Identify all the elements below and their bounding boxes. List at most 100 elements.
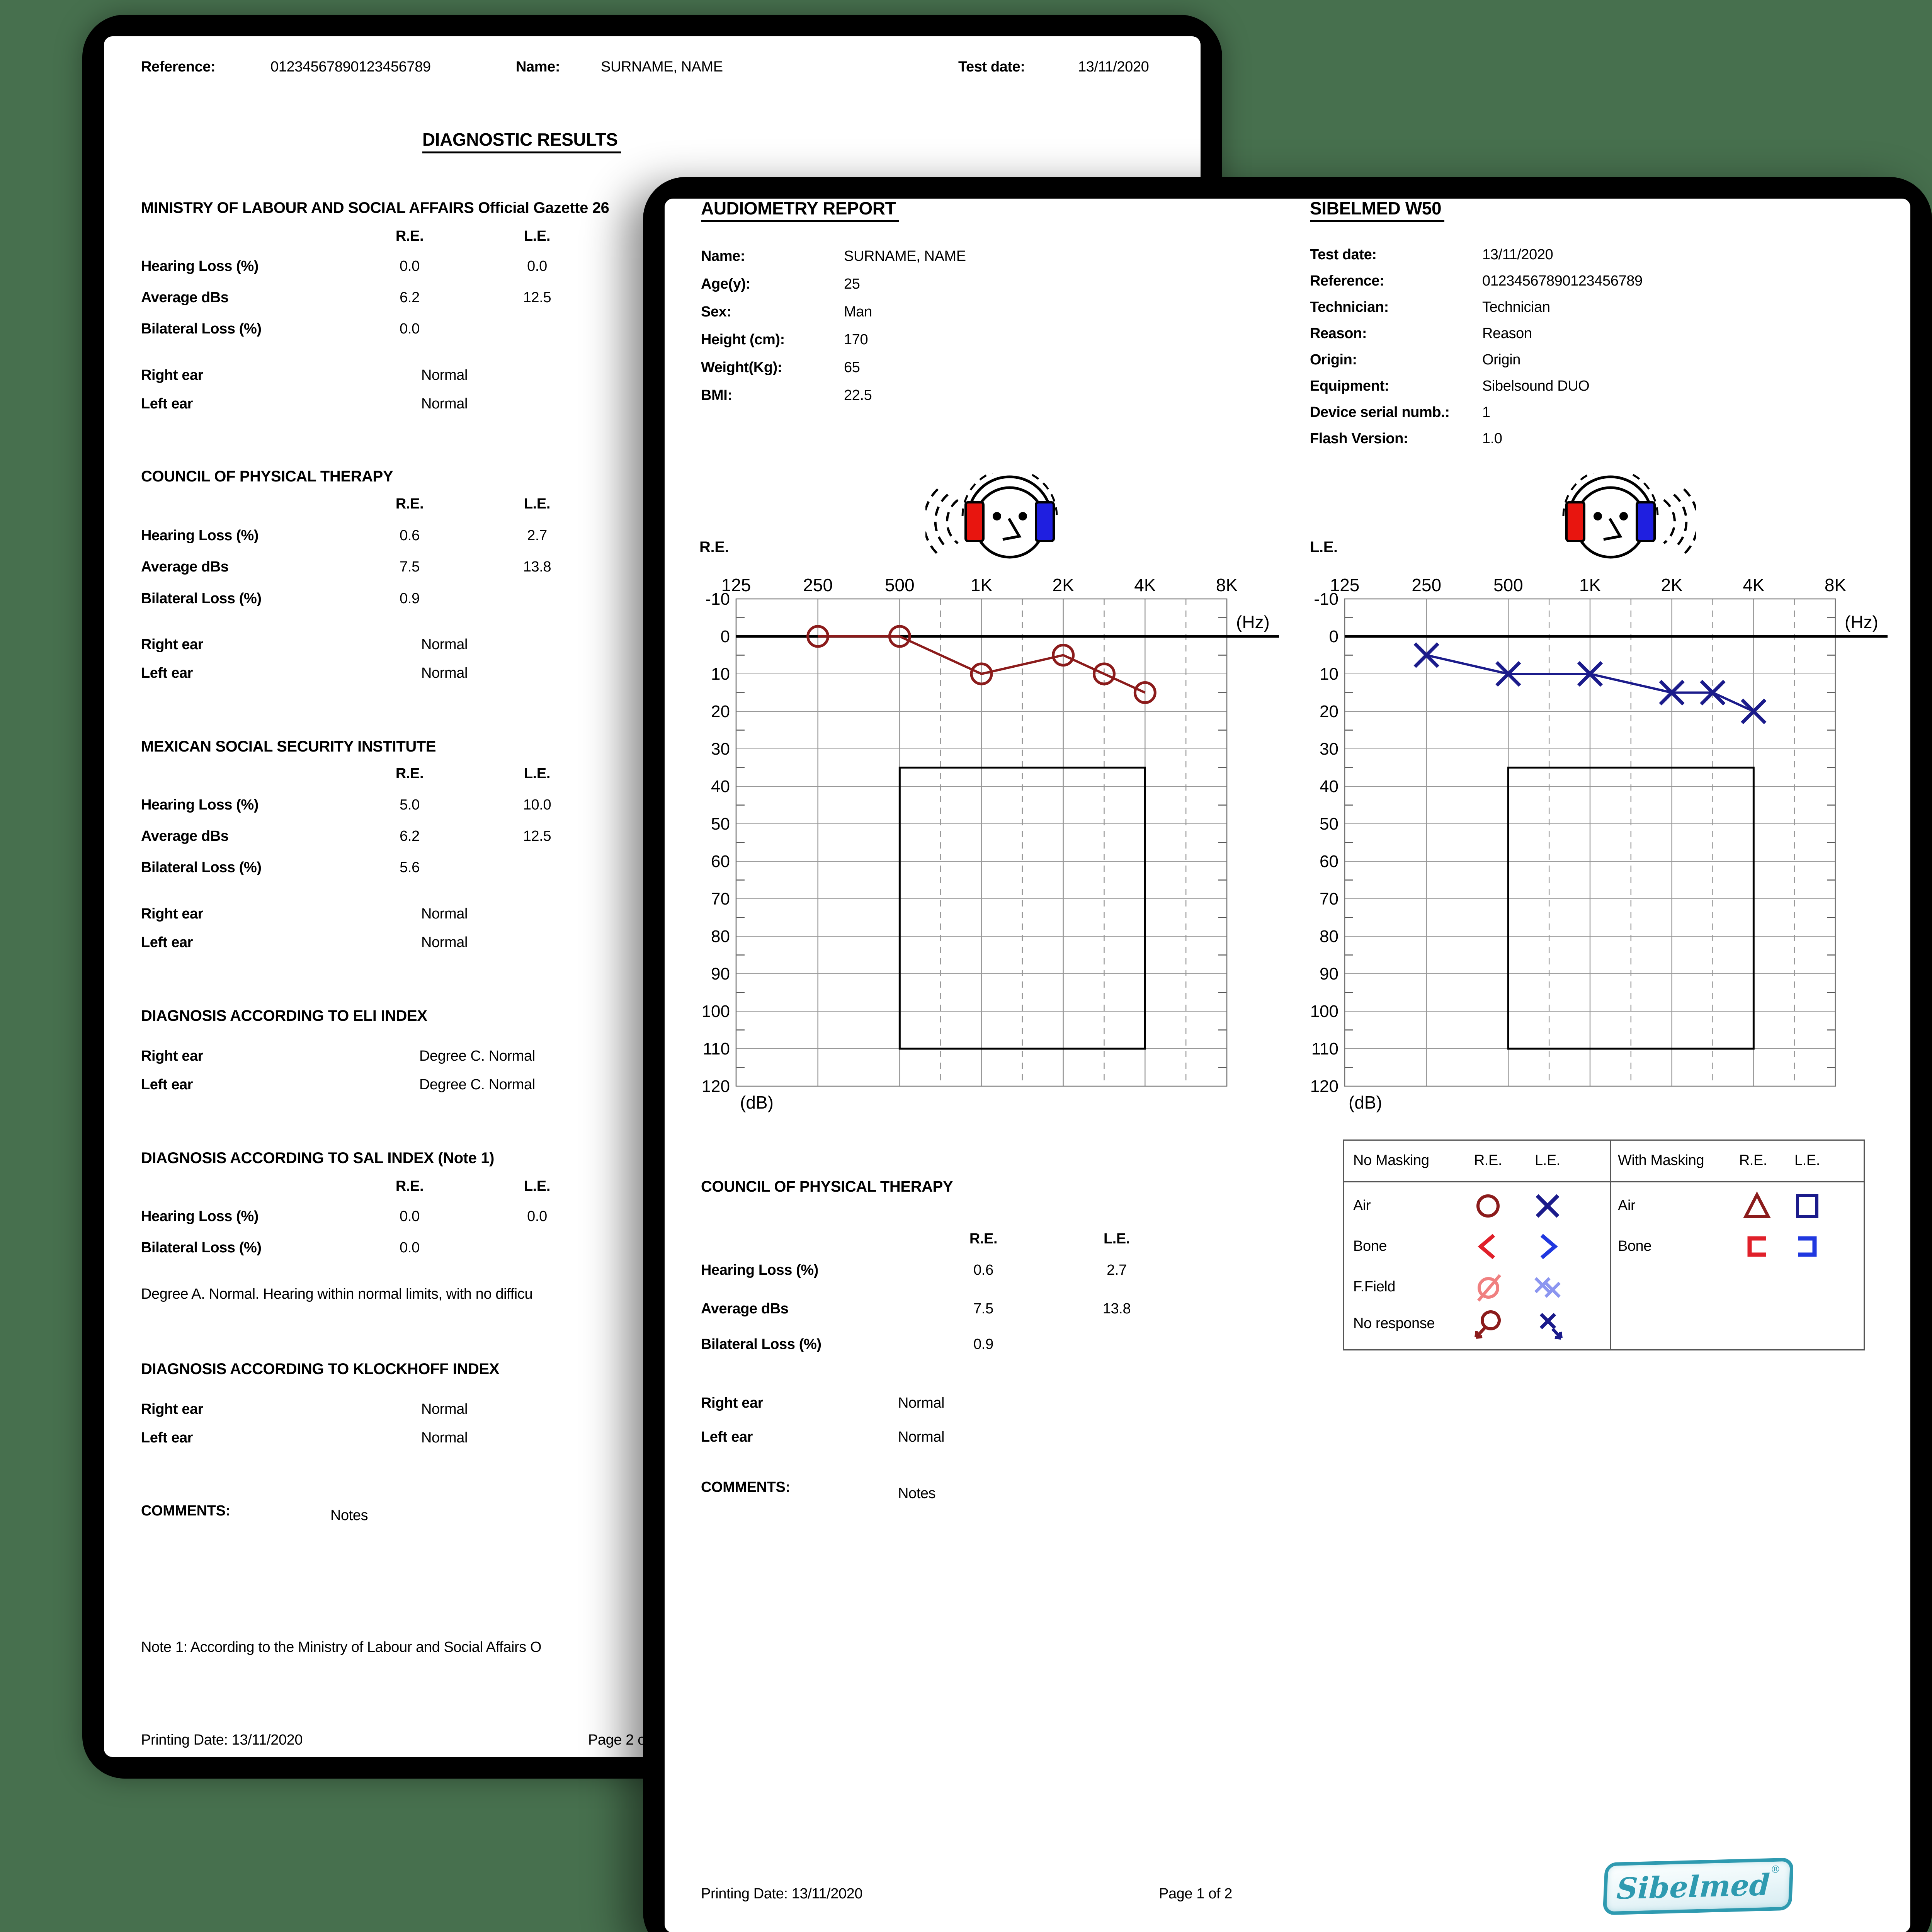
svg-text:10: 10 [1320, 665, 1338, 684]
average-dbs-re: 7.5 [400, 559, 420, 575]
hearing-loss-re: 0.6 [400, 527, 420, 544]
right-ear-value: Degree C. Normal [419, 1048, 535, 1064]
device-reference-label: Reference: [1310, 273, 1384, 289]
hearing-loss-le: 10.0 [523, 797, 551, 813]
name-label: Name: [701, 248, 745, 264]
printing-date: Printing Date: 13/11/2020 [141, 1732, 303, 1748]
average-dbs-le: 12.5 [523, 828, 551, 844]
svg-text:60: 60 [1320, 852, 1338, 871]
bilateral-loss-label: Bilateral Loss (%) [141, 321, 262, 337]
legend-bone-label: Bone [1353, 1238, 1387, 1254]
legend-air-masked-label: Air [1618, 1197, 1636, 1214]
col-re: R.E. [969, 1231, 998, 1247]
left-ear-value: Normal [421, 934, 468, 951]
sibelmed-logo-text: Sibelmed [1616, 1867, 1771, 1906]
svg-text:20: 20 [1320, 702, 1338, 721]
svg-text:40: 40 [711, 777, 730, 796]
equipment-value: Sibelsound DUO [1482, 378, 1590, 394]
svg-text:500: 500 [1493, 575, 1523, 595]
reason-label: Reason: [1310, 325, 1367, 342]
left-ear-label: Left ear [701, 1429, 753, 1445]
average-dbs-re: 6.2 [400, 828, 420, 844]
technician-label: Technician: [1310, 299, 1389, 315]
svg-text:-10: -10 [705, 590, 730, 609]
hearing-loss-label: Hearing Loss (%) [141, 797, 259, 813]
sibelmed-logo: Sibelmed ® [1602, 1857, 1794, 1915]
with-masking-header: With Masking [1618, 1152, 1704, 1168]
bilateral-loss-re: 0.9 [973, 1336, 993, 1352]
bilateral-loss-label: Bilateral Loss (%) [141, 590, 262, 607]
svg-text:8K: 8K [1825, 575, 1847, 595]
age-value: 25 [844, 276, 860, 292]
comments-value: Notes [330, 1507, 368, 1524]
average-dbs-label: Average dBs [141, 289, 229, 306]
legend-no-response-label: No response [1353, 1315, 1435, 1332]
air-re-circle-icon [1476, 1194, 1500, 1218]
hearing-loss-label: Hearing Loss (%) [141, 258, 259, 274]
left-ear-label: Left ear [141, 396, 193, 412]
serial-value: 1 [1482, 404, 1490, 420]
test-date-value: 13/11/2020 [1078, 59, 1149, 75]
headphones-head-right-ear-icon [925, 473, 1058, 559]
device-reference-value: 01234567890123456789 [1482, 273, 1643, 289]
section-heading: COUNCIL OF PHYSICAL THERAPY [141, 468, 393, 485]
device-test-date-value: 13/11/2020 [1482, 247, 1553, 263]
average-dbs-label: Average dBs [141, 828, 229, 844]
name-label: Name: [516, 59, 560, 75]
left-ear-label: Left ear [141, 1430, 193, 1446]
col-re: R.E. [395, 765, 424, 782]
svg-text:70: 70 [1320, 889, 1338, 908]
legend-re-header: R.E. [1474, 1152, 1502, 1168]
right-ear-value: Normal [421, 636, 468, 653]
svg-text:8K: 8K [1216, 575, 1238, 595]
hearing-loss-label: Hearing Loss (%) [141, 527, 259, 544]
legend-bone-masked-label: Bone [1618, 1238, 1652, 1254]
right-ear-value: Normal [421, 367, 468, 383]
col-re: R.E. [395, 496, 424, 512]
svg-text:100: 100 [1310, 1002, 1338, 1021]
height-value: 170 [844, 332, 868, 348]
page-title: DIAGNOSTIC RESULTS [422, 131, 621, 153]
left-ear-label: Left ear [141, 934, 193, 951]
right-ear-label: Right ear [141, 1048, 204, 1064]
section-heading: MEXICAN SOCIAL SECURITY INSTITUTE [141, 738, 436, 755]
hearing-loss-le: 2.7 [527, 527, 547, 544]
left-ear-value: Normal [898, 1429, 945, 1445]
bilateral-loss-re: 0.0 [400, 321, 420, 337]
test-date-label: Test date: [958, 59, 1025, 75]
bone-re-less-than-icon [1478, 1234, 1495, 1259]
hearing-loss-re: 0.6 [973, 1262, 993, 1278]
comments-label: COMMENTS: [701, 1479, 790, 1495]
legend-divider [1610, 1141, 1611, 1349]
ffield-le-double-x-icon [1534, 1277, 1561, 1298]
page-number: Page 1 of 2 [1159, 1886, 1232, 1902]
svg-text:90: 90 [1320, 964, 1338, 983]
hearing-loss-label: Hearing Loss (%) [141, 1208, 259, 1225]
svg-text:10: 10 [711, 665, 730, 684]
bilateral-loss-re: 5.6 [400, 859, 420, 876]
svg-text:0: 0 [721, 627, 730, 646]
bilateral-loss-re: 0.9 [400, 590, 420, 607]
average-dbs-le: 12.5 [523, 289, 551, 306]
svg-text:90: 90 [711, 964, 730, 983]
svg-text:(Hz): (Hz) [1845, 612, 1878, 632]
svg-text:40: 40 [1320, 777, 1338, 796]
bone-le-greater-than-icon [1540, 1234, 1558, 1259]
bilateral-loss-label: Bilateral Loss (%) [141, 1240, 262, 1256]
sex-value: Man [844, 304, 872, 320]
reason-value: Reason [1482, 325, 1532, 342]
page-1-paper [665, 199, 1910, 1932]
bilateral-loss-re: 0.0 [400, 1240, 420, 1256]
bmi-value: 22.5 [844, 387, 872, 403]
hearing-loss-label: Hearing Loss (%) [701, 1262, 818, 1278]
svg-text:(dB): (dB) [1349, 1092, 1382, 1112]
svg-text:125: 125 [721, 575, 751, 595]
no-masking-header: No Masking [1353, 1152, 1429, 1168]
reference-value: 01234567890123456789 [270, 59, 431, 75]
masked-bone-re-bracket-icon [1747, 1236, 1766, 1257]
weight-value: 65 [844, 359, 860, 376]
device-title: SIBELMED W50 [1310, 199, 1445, 222]
comments-value: Notes [898, 1485, 936, 1502]
col-le: L.E. [1103, 1231, 1130, 1247]
